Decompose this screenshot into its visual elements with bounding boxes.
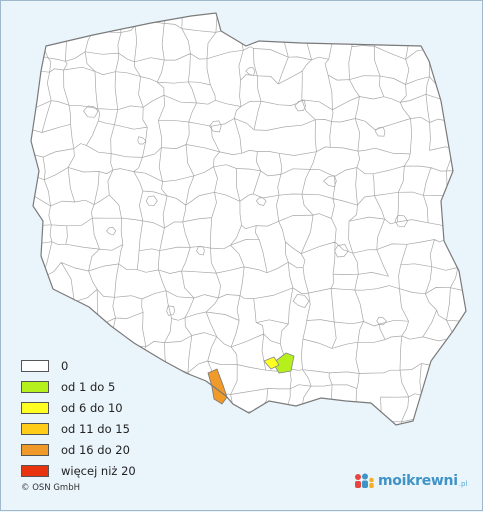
legend-label: od 16 do 20 xyxy=(61,443,130,457)
city-district xyxy=(166,305,176,316)
legend-label: 0 xyxy=(61,359,69,373)
city-district xyxy=(255,197,267,206)
city-district xyxy=(294,99,306,112)
legend-label: od 11 do 15 xyxy=(61,422,130,436)
legend-item: 0 xyxy=(21,359,68,373)
city-district xyxy=(209,120,222,133)
city-district xyxy=(245,67,256,76)
brand-logo[interactable]: moikrewni .pl xyxy=(353,473,467,489)
copyright-text: © OSN GmbH xyxy=(21,483,81,493)
city-district xyxy=(322,175,337,188)
family-icon xyxy=(355,473,374,488)
legend-swatch xyxy=(21,360,49,372)
highlighted-region-16-20[interactable] xyxy=(207,368,228,405)
brand-name: moikrewni xyxy=(378,473,458,489)
city-district xyxy=(145,195,158,207)
legend-item: od 16 do 20 xyxy=(21,443,130,457)
legend-item: więcej niż 20 xyxy=(21,464,136,478)
legend-label: od 6 do 10 xyxy=(61,401,123,415)
city-district xyxy=(334,244,349,258)
legend-item: od 11 do 15 xyxy=(21,422,130,436)
brand-suffix: .pl xyxy=(458,480,468,488)
city-district xyxy=(394,215,409,228)
legend-label: od 1 do 5 xyxy=(61,380,116,394)
city-district xyxy=(376,316,387,326)
legend-swatch xyxy=(21,465,49,477)
legend-item: od 6 do 10 xyxy=(21,401,123,415)
legend-swatch xyxy=(21,402,49,414)
legend-label: więcej niż 20 xyxy=(61,464,136,478)
city-district xyxy=(292,294,310,309)
highlighted-region-1-5[interactable] xyxy=(272,352,295,374)
city-district xyxy=(196,246,205,256)
country-shape xyxy=(31,13,466,425)
highlighted-region-6-10[interactable] xyxy=(263,356,280,370)
legend-item: od 1 do 5 xyxy=(21,380,115,394)
legend-swatch xyxy=(21,444,49,456)
city-district xyxy=(374,127,386,137)
legend-swatch xyxy=(21,381,49,393)
city-district xyxy=(83,105,99,118)
city-district xyxy=(137,136,147,145)
country-outline xyxy=(30,12,467,426)
city-district xyxy=(106,227,117,236)
legend-swatch xyxy=(21,423,49,435)
